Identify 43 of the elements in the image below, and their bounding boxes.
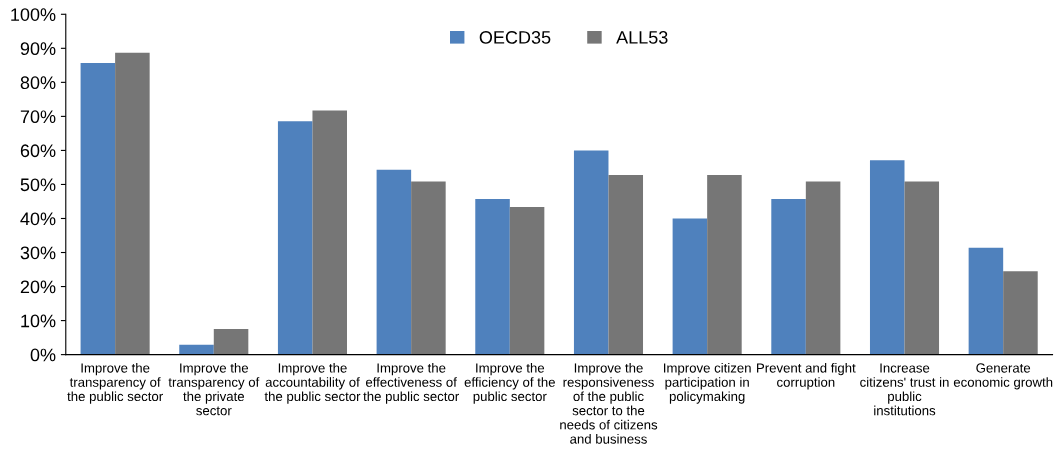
x-tick-label: Improve the efficiency of the public sector [464, 362, 555, 404]
x-tick-label: Improve the accountability of the public sector [264, 362, 361, 404]
y-tick-label: 20% [20, 280, 56, 294]
x-tick-label: Improve the responsiveness of the public sector to the needs of citizens and business [560, 362, 658, 444]
bar [1003, 271, 1038, 355]
y-tick-label: 10% [21, 314, 56, 328]
x-tick-label: Generate economic growth [953, 363, 1053, 390]
bar [277, 121, 313, 355]
y-tick-label: 0% [30, 348, 56, 362]
x-tick-label: Improve the effectiveness of the public sector [363, 362, 459, 404]
bar [179, 344, 214, 355]
y-tick-label: 100% [11, 8, 56, 21]
bar [213, 329, 249, 355]
y-tick-label: 80% [20, 76, 56, 90]
y-tick-label: 30% [20, 246, 56, 260]
y-tick-label: 40% [20, 212, 56, 226]
bar [475, 199, 510, 355]
bar [771, 199, 806, 355]
x-tick-label: Increase citizens' trust in public institutions [860, 363, 949, 416]
bar [376, 169, 412, 355]
bar [805, 181, 841, 355]
y-tick-label: 50% [20, 178, 56, 192]
y-tick-label: 70% [20, 110, 56, 124]
y-tick-label: 60% [20, 144, 56, 158]
legend-label: ALL53 [616, 31, 668, 44]
x-tick-label: Prevent and fight corruption [757, 362, 856, 390]
bar [904, 181, 940, 355]
bar [312, 110, 347, 355]
x-tick-label: Improve citizen participation in policymaking [664, 362, 751, 404]
bar [411, 181, 446, 355]
x-tick-label: Improve the transparency of the public sector [67, 362, 163, 404]
bar [80, 62, 116, 355]
bar [115, 52, 150, 355]
bar [573, 150, 609, 355]
bar [672, 218, 708, 355]
legend-label: OECD35 [479, 31, 551, 44]
bar [707, 174, 742, 355]
bar [869, 160, 905, 355]
x-tick-label: Improve the transparency of the private sector [168, 362, 260, 416]
bar [608, 174, 644, 355]
bar [509, 206, 545, 355]
y-tick-label: 90% [20, 42, 56, 56]
bar [968, 247, 1004, 355]
